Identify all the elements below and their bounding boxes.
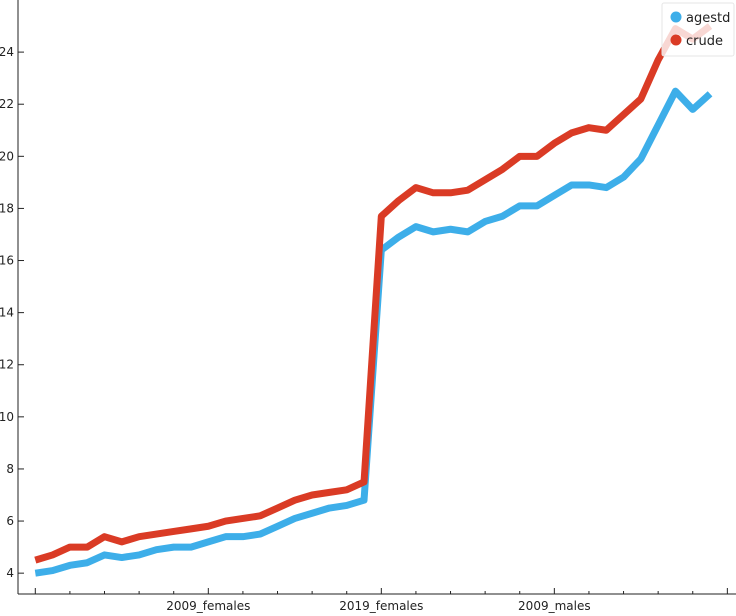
series-line-crude [34,23,713,564]
y-tick-label: 18 [0,201,14,215]
y-tick-label: 12 [0,358,14,372]
y-tick-label: 22 [0,97,14,111]
y-tick-label: 10 [0,410,14,424]
legend-marker-crude [670,34,682,46]
y-tick-label: 8 [6,462,14,476]
y-tick-label: 16 [0,254,14,268]
series-layer [34,23,713,577]
legend-marker-agestd [670,11,682,23]
x-tick-label: 2009_females [166,599,250,613]
y-tick-label: 4 [6,566,14,580]
legend-label-crude: crude [686,34,723,49]
legend: agestd crude [661,2,735,57]
legend-label-agestd: agestd [686,11,730,26]
x-tick-label: 2009_males [518,599,591,613]
x-tick-label: 2019_females [339,599,423,613]
y-tick-label: 14 [0,306,14,320]
y-tick-label: 24 [0,45,14,59]
y-tick-label: 20 [0,149,14,163]
y-tick-label: 6 [6,514,14,528]
